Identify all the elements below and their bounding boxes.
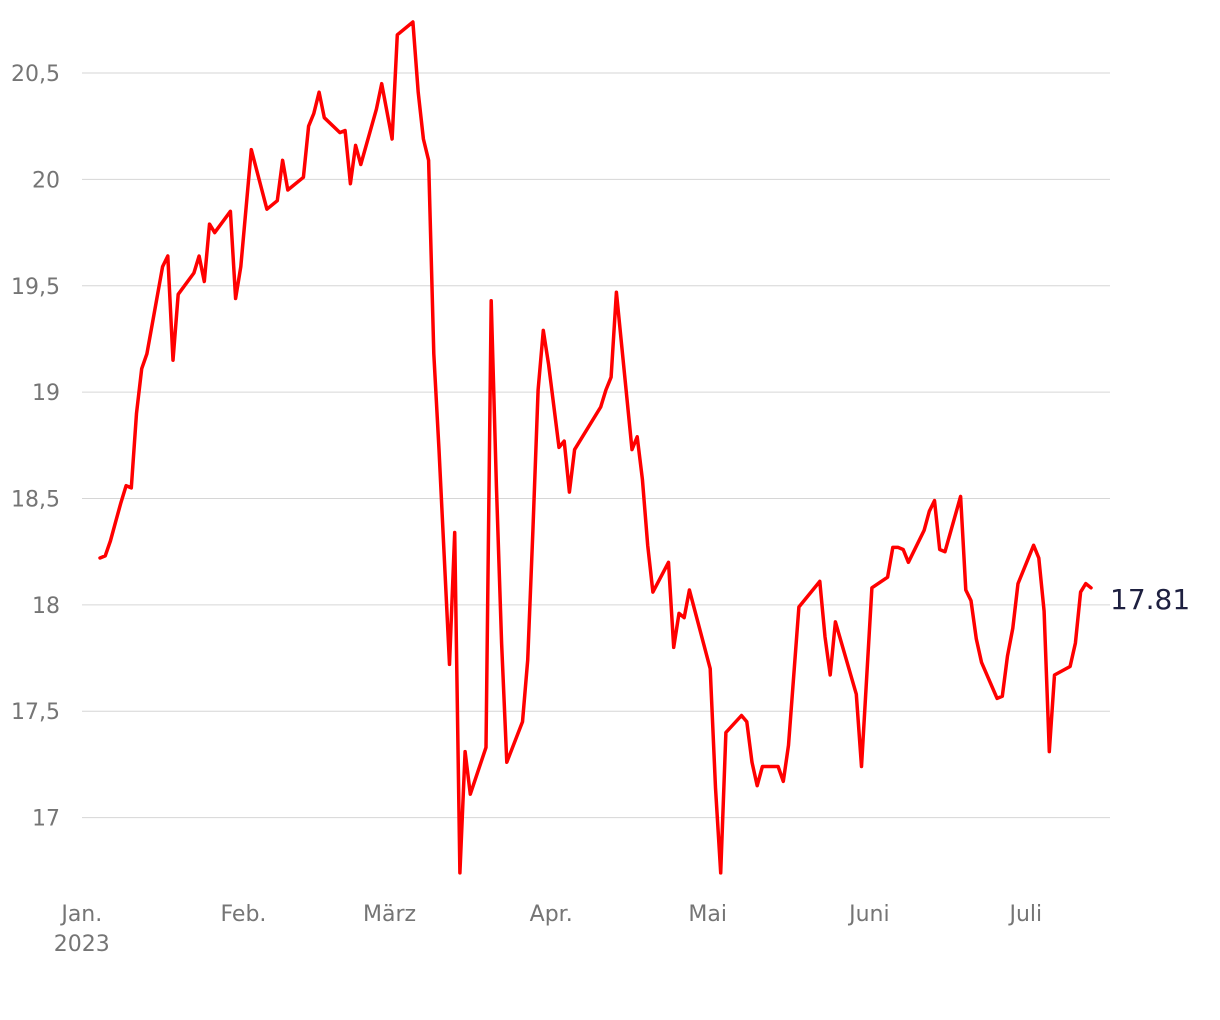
x-tick-label: Apr. [530,902,573,927]
y-axis-tick-labels: 17 17,5 18 18,5 19 19,5 20 20,5 [11,62,60,832]
y-tick-label: 20,5 [11,62,60,87]
x-tick-sublabel: 2023 [54,932,110,957]
y-tick-label: 18 [32,594,60,619]
y-tick-label: 17,5 [11,700,60,725]
x-tick-label: Feb. [220,902,266,927]
x-tick-label: Mai [688,902,727,927]
series-line [98,20,1093,875]
series-layer [98,20,1093,875]
y-tick-label: 18,5 [11,487,60,512]
y-tick-label: 17 [32,807,60,832]
x-tick-label: Juli [1008,902,1043,927]
x-tick-label: März [363,902,416,927]
x-tick-label: Jan. [59,902,102,927]
y-tick-label: 19,5 [11,275,60,300]
x-tick-label: Juni [847,902,890,927]
y-tick-label: 20 [32,168,60,193]
last-value-label: 17.81 [1110,583,1190,616]
y-gridlines [82,72,1110,819]
y-tick-label: 19 [32,381,60,406]
x-axis-tick-labels: Jan. 2023 Feb. März Apr. Mai Juni Juli [54,902,1042,957]
